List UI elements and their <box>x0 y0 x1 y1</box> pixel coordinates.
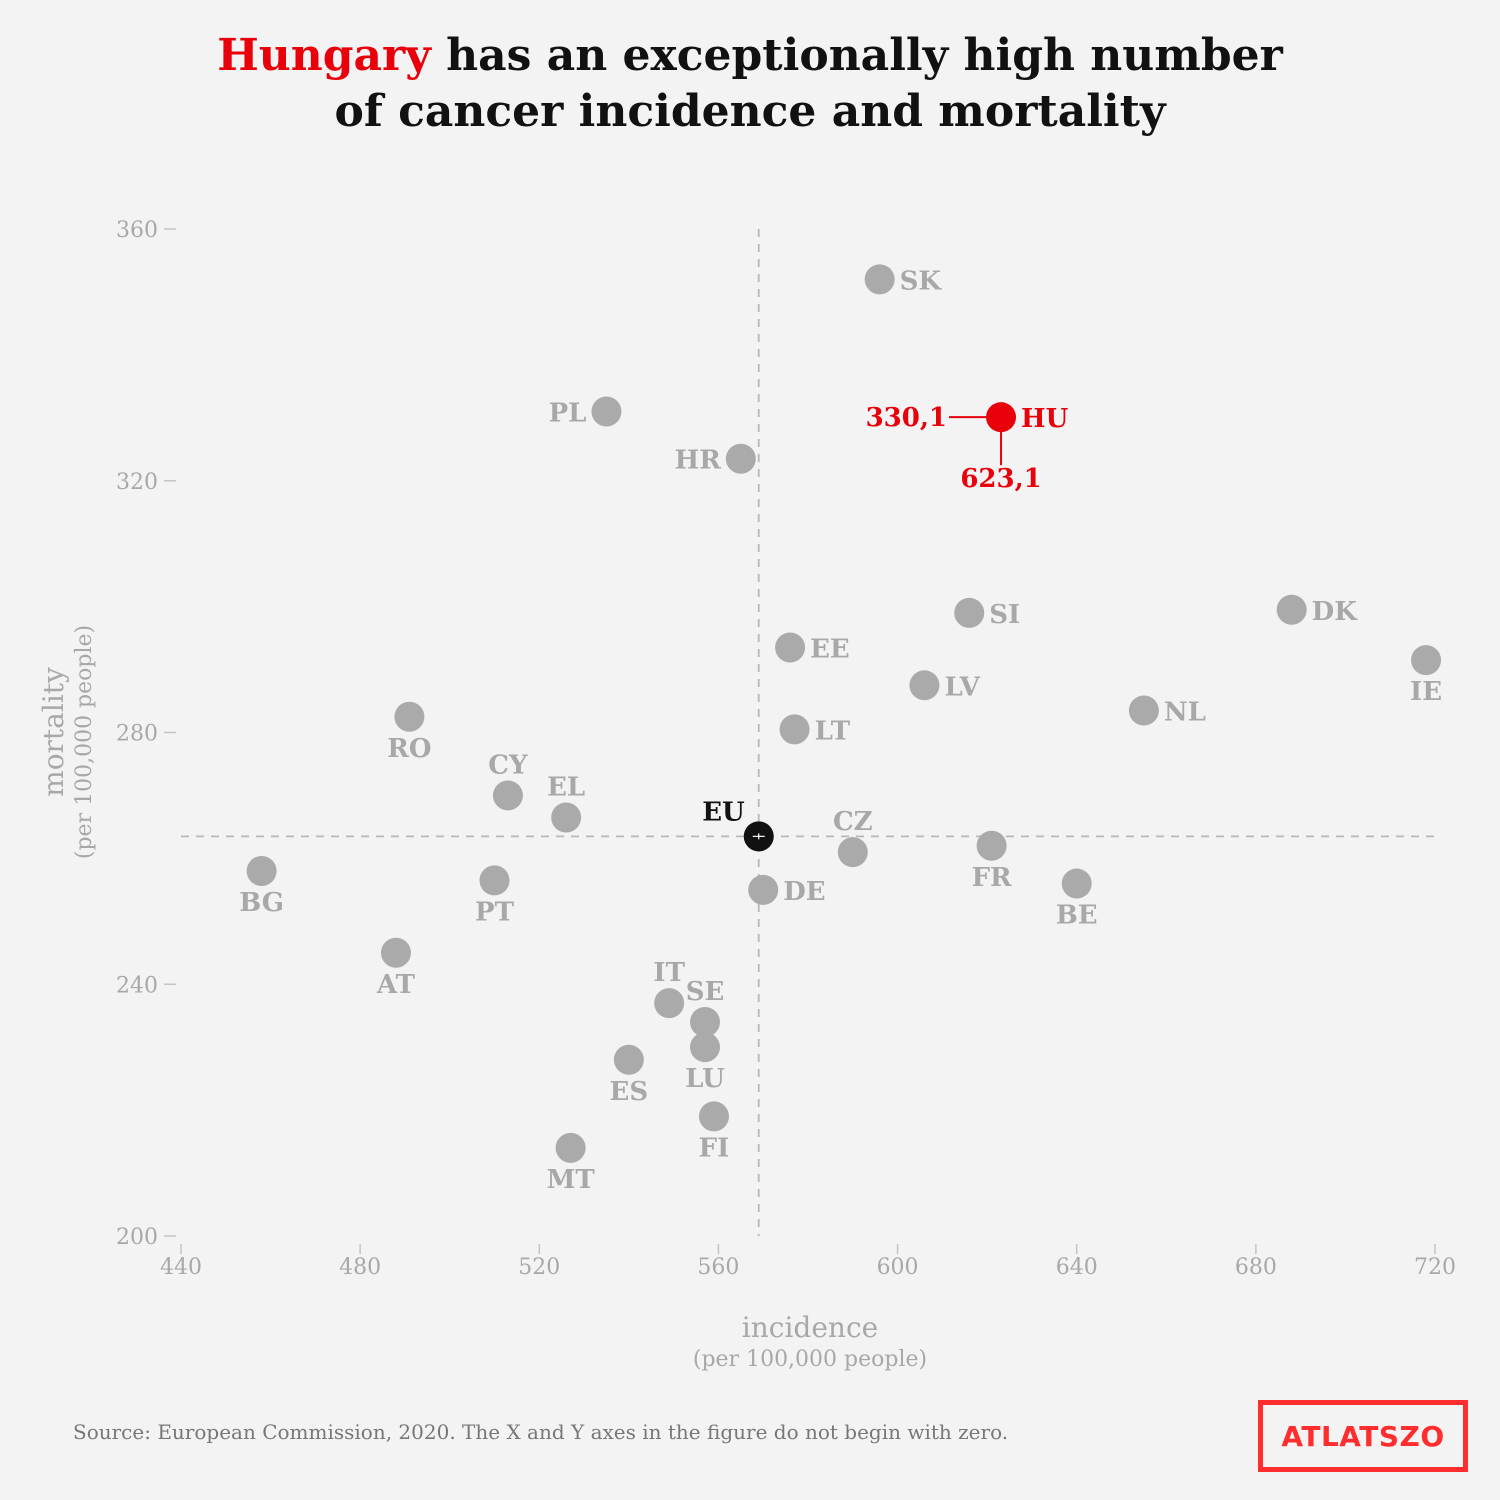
axes: 200 240 280 320 360 440 480 520 560 600 640 680 720 <box>116 218 1456 1280</box>
label-at: AT <box>376 970 416 1000</box>
atlatszo-logo[interactable]: ATLATSZO <box>1258 1400 1468 1472</box>
point-lu <box>689 1032 720 1063</box>
title-line2: of cancer incidence and mortality <box>334 86 1166 137</box>
label-ro: RO <box>387 734 431 764</box>
label-be: BE <box>1056 901 1098 931</box>
label-hr: HR <box>675 446 722 476</box>
hu-x-value: 623,1 <box>960 464 1041 494</box>
label-lv: LV <box>944 672 980 702</box>
point-it <box>654 988 685 1019</box>
point-se <box>689 1007 720 1038</box>
point-si <box>954 597 985 628</box>
point-cz <box>837 837 868 868</box>
chart-title: Hungary has an exceptionally high number… <box>0 28 1500 140</box>
y-tick-label: 360 <box>116 218 158 243</box>
point-de <box>748 874 779 905</box>
title-highlight: Hungary <box>217 30 431 81</box>
eu-reference-lines <box>181 229 1435 1236</box>
point-pl <box>591 396 622 427</box>
y-tick-label: 320 <box>116 470 158 495</box>
label-bg: BG <box>239 888 284 918</box>
label-ee: EE <box>810 635 850 665</box>
label-pl: PL <box>549 399 587 429</box>
label-eu: EU <box>702 797 745 827</box>
point-be <box>1061 868 1092 899</box>
point-ie <box>1411 645 1442 676</box>
point-cy <box>492 780 523 811</box>
label-dk: DK <box>1312 597 1359 627</box>
point-fi <box>698 1101 729 1132</box>
label-lu: LU <box>685 1064 725 1094</box>
point-ee <box>775 632 806 663</box>
y-tick-label: 280 <box>116 722 158 747</box>
x-tick-label: 680 <box>1235 1255 1277 1280</box>
label-lt: LT <box>815 716 851 746</box>
label-es: ES <box>610 1077 649 1107</box>
label-fr: FR <box>972 863 1012 893</box>
y-axis-subtitle: (per 100,000 people) <box>72 625 97 859</box>
x-tick-label: 640 <box>1056 1255 1098 1280</box>
point-hr <box>725 443 756 474</box>
label-sk: SK <box>900 266 943 296</box>
x-tick-label: 560 <box>697 1255 739 1280</box>
title-line1-rest: has an exceptionally high number <box>430 30 1283 81</box>
point-mt <box>555 1132 586 1163</box>
x-tick-label: 440 <box>160 1255 202 1280</box>
x-axis-subtitle: (per 100,000 people) <box>693 1347 927 1372</box>
point-es <box>613 1044 644 1075</box>
x-tick-label: 480 <box>339 1255 381 1280</box>
hu-y-value: 330,1 <box>866 403 947 433</box>
x-tick-label: 600 <box>877 1255 919 1280</box>
label-pt: PT <box>475 897 515 927</box>
label-si: SI <box>989 600 1020 630</box>
label-el: EL <box>547 772 585 802</box>
label-cy: CY <box>488 750 528 780</box>
x-tick-label: 720 <box>1414 1255 1456 1280</box>
label-nl: NL <box>1164 697 1206 727</box>
point-nl <box>1128 695 1159 726</box>
point-lt <box>779 714 810 745</box>
label-it: IT <box>653 958 685 988</box>
y-tick-label: 240 <box>116 973 158 998</box>
point-at <box>380 937 411 968</box>
highlight-annotation: HU 330,1 623,1 <box>866 402 1069 494</box>
point-hu <box>986 402 1017 433</box>
point-bg <box>246 855 277 886</box>
source-note: Source: European Commission, 2020. The X… <box>73 1420 1009 1444</box>
label-mt: MT <box>547 1165 596 1195</box>
point-fr <box>976 830 1007 861</box>
x-tick-label: 520 <box>518 1255 560 1280</box>
point-lv <box>909 670 940 701</box>
data-points: SK PL HR SI DK EE IE LV NL RO LT CY EL CZ FR BG PT DE BE AT… <box>239 264 1442 1195</box>
x-axis-title: incidence <box>742 1311 878 1344</box>
label-hu: HU <box>1021 404 1069 434</box>
label-cz: CZ <box>833 807 873 837</box>
y-tick-label: 200 <box>116 1225 158 1250</box>
label-se: SE <box>686 977 725 1007</box>
y-axis-title: mortality <box>37 667 70 797</box>
point-ro <box>394 701 425 732</box>
label-de: DE <box>783 877 825 907</box>
label-fi: FI <box>699 1133 730 1163</box>
point-dk <box>1276 594 1307 625</box>
logo-text: ATLATSZO <box>1281 1419 1445 1453</box>
point-pt <box>479 865 510 896</box>
point-el <box>551 802 582 833</box>
label-ie: IE <box>1410 677 1442 707</box>
point-sk <box>864 264 895 295</box>
